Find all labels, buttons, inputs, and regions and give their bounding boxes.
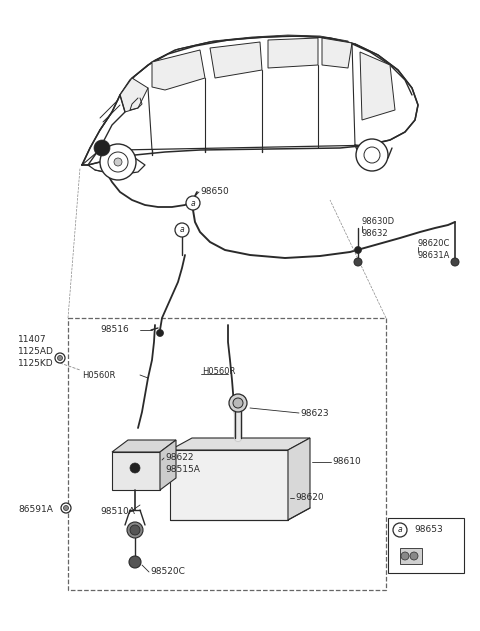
Circle shape bbox=[451, 258, 459, 266]
Text: 98631A: 98631A bbox=[418, 252, 450, 261]
Polygon shape bbox=[112, 440, 176, 452]
Polygon shape bbox=[268, 38, 318, 68]
Circle shape bbox=[229, 394, 247, 412]
Text: 98620C: 98620C bbox=[418, 240, 450, 249]
Text: 98510A: 98510A bbox=[100, 507, 135, 517]
Circle shape bbox=[364, 147, 380, 163]
Polygon shape bbox=[360, 52, 395, 120]
Bar bbox=[68, 318, 386, 590]
Bar bbox=[400, 548, 422, 564]
Text: 98520C: 98520C bbox=[150, 567, 185, 577]
Circle shape bbox=[94, 140, 110, 156]
Polygon shape bbox=[160, 440, 176, 490]
Text: 98515A: 98515A bbox=[165, 466, 200, 475]
Text: H0560R: H0560R bbox=[82, 370, 115, 379]
Circle shape bbox=[401, 552, 409, 560]
Text: H0560R: H0560R bbox=[202, 367, 235, 377]
Circle shape bbox=[58, 355, 62, 360]
Text: 98620: 98620 bbox=[295, 493, 324, 502]
Text: 11407: 11407 bbox=[18, 336, 47, 345]
Text: 98623: 98623 bbox=[300, 408, 329, 418]
Circle shape bbox=[63, 505, 69, 510]
Polygon shape bbox=[322, 38, 352, 68]
Polygon shape bbox=[120, 78, 148, 112]
Circle shape bbox=[186, 196, 200, 210]
Text: a: a bbox=[191, 199, 195, 208]
Text: 98632: 98632 bbox=[362, 230, 389, 239]
Text: 1125KD: 1125KD bbox=[18, 360, 54, 369]
Text: 86591A: 86591A bbox=[18, 505, 53, 514]
Circle shape bbox=[130, 525, 140, 535]
Bar bbox=[388, 518, 464, 573]
Polygon shape bbox=[170, 438, 310, 450]
Polygon shape bbox=[288, 438, 310, 520]
Circle shape bbox=[410, 552, 418, 560]
Circle shape bbox=[156, 329, 164, 336]
Circle shape bbox=[61, 503, 71, 513]
Text: 98622: 98622 bbox=[165, 452, 193, 461]
Circle shape bbox=[114, 158, 122, 166]
Text: 98630D: 98630D bbox=[362, 218, 395, 227]
Text: 98653: 98653 bbox=[414, 526, 443, 534]
Circle shape bbox=[55, 353, 65, 363]
Circle shape bbox=[129, 556, 141, 568]
Text: a: a bbox=[398, 526, 402, 534]
Circle shape bbox=[356, 139, 388, 171]
Circle shape bbox=[175, 223, 189, 237]
Circle shape bbox=[354, 258, 362, 266]
Circle shape bbox=[355, 247, 361, 254]
Text: 98516: 98516 bbox=[100, 326, 129, 334]
Circle shape bbox=[108, 152, 128, 172]
Text: 1125AD: 1125AD bbox=[18, 348, 54, 357]
Text: 98650: 98650 bbox=[200, 187, 229, 196]
Circle shape bbox=[100, 144, 136, 180]
Circle shape bbox=[393, 523, 407, 537]
Polygon shape bbox=[152, 50, 205, 90]
Text: 98610: 98610 bbox=[332, 457, 361, 466]
Polygon shape bbox=[210, 42, 262, 78]
Circle shape bbox=[233, 398, 243, 408]
Polygon shape bbox=[112, 452, 160, 490]
Circle shape bbox=[130, 463, 140, 473]
Circle shape bbox=[127, 522, 143, 538]
Text: a: a bbox=[180, 225, 184, 235]
Polygon shape bbox=[170, 450, 288, 520]
